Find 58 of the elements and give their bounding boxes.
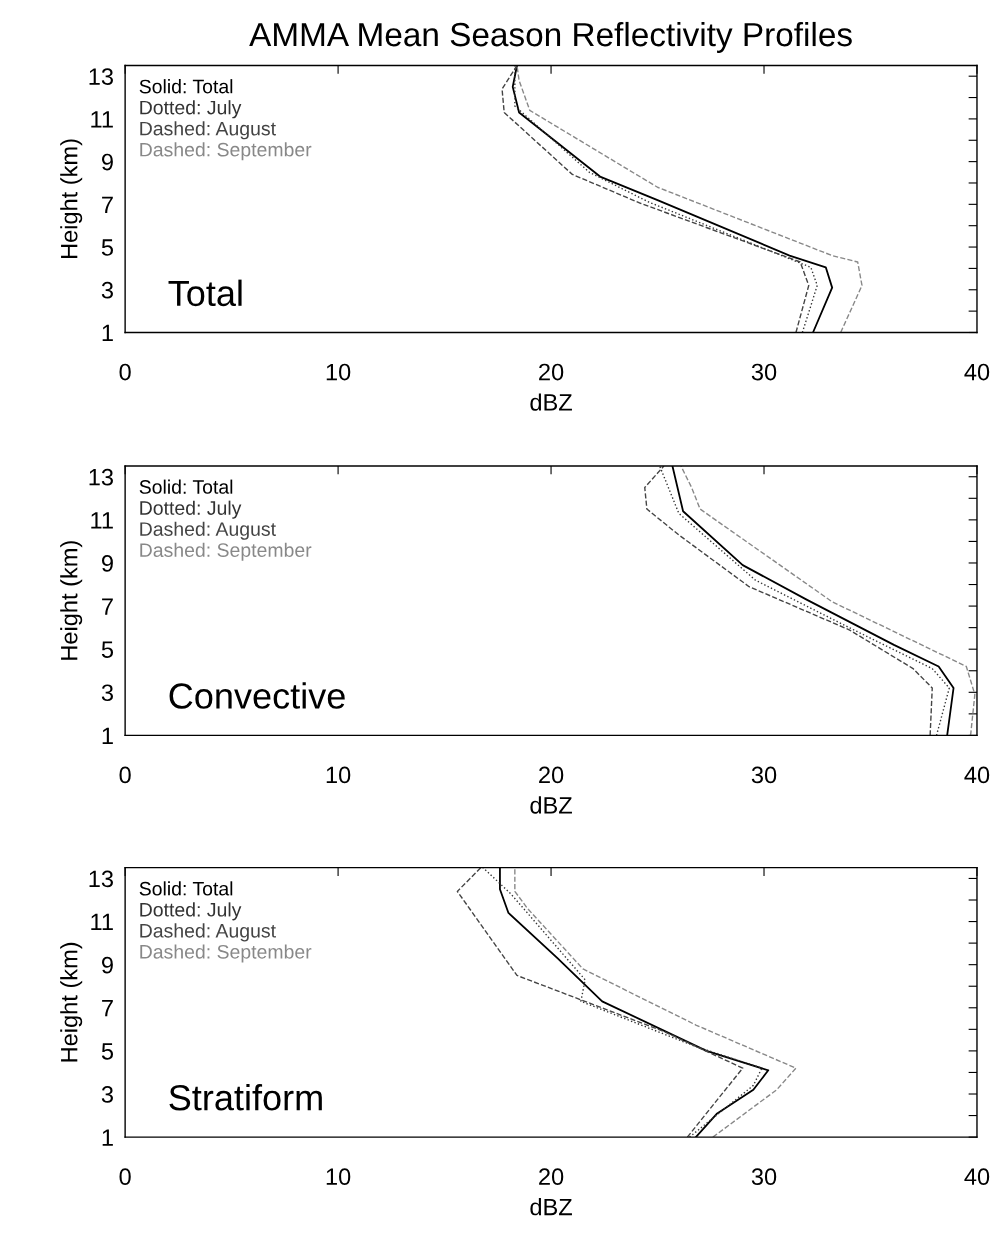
y-tick-label: 3 xyxy=(101,684,113,702)
y-tick-label: 9 xyxy=(101,956,113,974)
x-tick-label: 10 xyxy=(326,1168,351,1186)
y-axis-title: Height (km) xyxy=(60,942,83,1062)
text: Dashed: September xyxy=(140,142,312,161)
x-axis-title: dBZ xyxy=(530,393,572,411)
x-tick-label: 10 xyxy=(326,766,351,784)
x-tick-label: 10 xyxy=(326,363,351,381)
legend-label: Solid: Total xyxy=(139,79,233,94)
x-tick-label: 40 xyxy=(964,1168,990,1186)
y-tick-label: 13 xyxy=(89,870,113,888)
x-tick-label: 30 xyxy=(751,1168,777,1186)
y-tick-label: 3 xyxy=(101,1086,113,1103)
x-tick-label: 30 xyxy=(751,363,777,381)
y-tick-label: 9 xyxy=(101,555,113,572)
y-tick-label: 11 xyxy=(91,512,113,529)
y-tick-label: 13 xyxy=(89,468,113,486)
y-tick-label: 11 xyxy=(91,913,113,931)
y-tick-label: 5 xyxy=(101,641,114,658)
x-tick-label: 20 xyxy=(539,363,564,381)
x-tick-label: 20 xyxy=(539,766,564,784)
text: Dotted: July xyxy=(140,902,242,921)
x-tick-label: 40 xyxy=(964,766,990,784)
y-axis-title: Height (km) xyxy=(60,541,83,660)
x-tick-label: 20 xyxy=(539,1168,564,1186)
y-tick-label: 7 xyxy=(102,598,113,615)
text: Dashed: September xyxy=(140,542,312,561)
legend-label: Solid: Total xyxy=(139,881,233,896)
y-tick-label: 13 xyxy=(89,68,113,85)
text: Dotted: July xyxy=(140,100,242,119)
annotation: Total xyxy=(168,279,242,307)
x-axis-title: dBZ xyxy=(530,796,572,814)
y-tick-label: 11 xyxy=(91,111,113,128)
chart-title: AMMA Mean Season Reflectivity Profiles xyxy=(249,21,852,53)
y-tick-label: 3 xyxy=(101,281,113,299)
x-tick-label: 40 xyxy=(964,363,990,381)
text: Dashed: August xyxy=(140,923,276,942)
y-axis-title: Height (km) xyxy=(60,139,83,259)
y-tick-label: 1 xyxy=(102,324,113,342)
legend-label: Solid: Total xyxy=(139,479,233,494)
text: Dashed: August xyxy=(140,121,276,140)
y-tick-label: 7 xyxy=(102,196,113,213)
y-tick-label: 5 xyxy=(101,239,114,256)
text: Dotted: July xyxy=(140,500,242,519)
text: Dashed: September xyxy=(140,944,312,963)
y-tick-label: 5 xyxy=(101,1043,114,1060)
text: Dashed: August xyxy=(140,521,276,540)
y-tick-label: 9 xyxy=(101,153,113,171)
y-tick-label: 7 xyxy=(102,1000,113,1017)
annotation: Convective xyxy=(169,682,345,709)
y-tick-label: 1 xyxy=(102,727,113,744)
annotation: Stratiform xyxy=(169,1084,322,1111)
x-tick-label: 0 xyxy=(119,1168,131,1186)
x-tick-label: 0 xyxy=(119,363,131,381)
y-tick-label: 1 xyxy=(102,1129,113,1146)
x-tick-label: 0 xyxy=(119,766,131,784)
x-tick-label: 30 xyxy=(751,766,777,784)
x-axis-title: dBZ xyxy=(530,1198,572,1216)
